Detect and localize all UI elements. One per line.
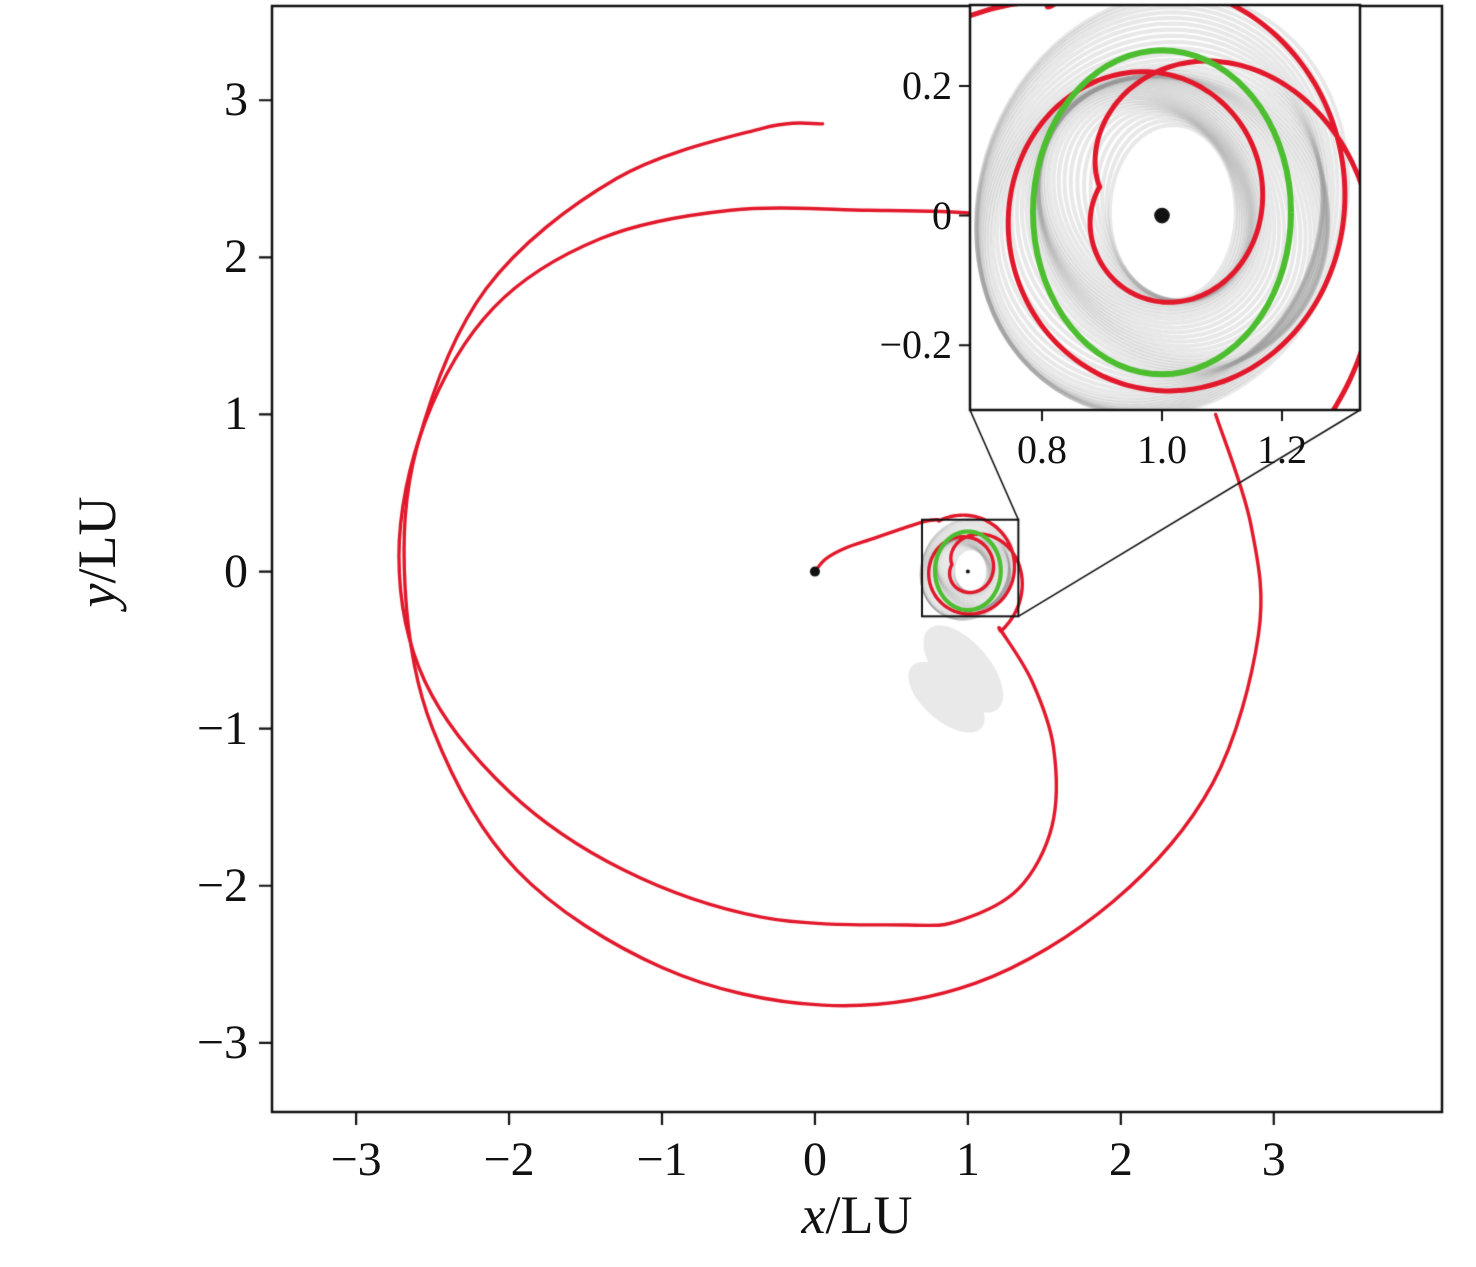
x-axis-label-unit: /LU [825, 1185, 913, 1245]
y-tick-label: 3 [224, 73, 248, 127]
x-tick-label: 2 [1108, 1133, 1133, 1186]
y-tick-label: −2 [196, 858, 248, 912]
x-tick-label: −3 [330, 1133, 382, 1186]
y-axis-label-unit: /LU [67, 496, 127, 584]
inset-y-tick-label: 0.2 [902, 63, 952, 108]
y-tick-label: −3 [196, 1015, 248, 1069]
y-axis-label-variable: y [67, 583, 127, 608]
y-tick-label: 0 [224, 544, 248, 598]
y-tick-label: 2 [224, 230, 248, 284]
x-axis-label-variable: x [801, 1185, 826, 1245]
inset-y-tick-label: −0.2 [879, 322, 952, 368]
x-tick-label: 1 [955, 1133, 980, 1186]
y-tick-label: −1 [196, 701, 248, 755]
x-tick-label: −1 [636, 1133, 688, 1186]
inset-y-tick-label: 0 [932, 192, 952, 238]
x-tick-label: 3 [1261, 1133, 1286, 1186]
inset-x-tick-label: 1.0 [1137, 427, 1187, 472]
inset-x-tick-label: 0.8 [1017, 427, 1067, 472]
y-axis-label: y/LU [67, 496, 127, 608]
y-tick-label: 1 [224, 387, 248, 441]
inset-x-tick-label: 1.2 [1257, 427, 1307, 472]
x-axis-label: x/LU [802, 1188, 913, 1242]
x-tick-label: −2 [483, 1133, 535, 1186]
x-tick-label: 0 [802, 1133, 827, 1186]
